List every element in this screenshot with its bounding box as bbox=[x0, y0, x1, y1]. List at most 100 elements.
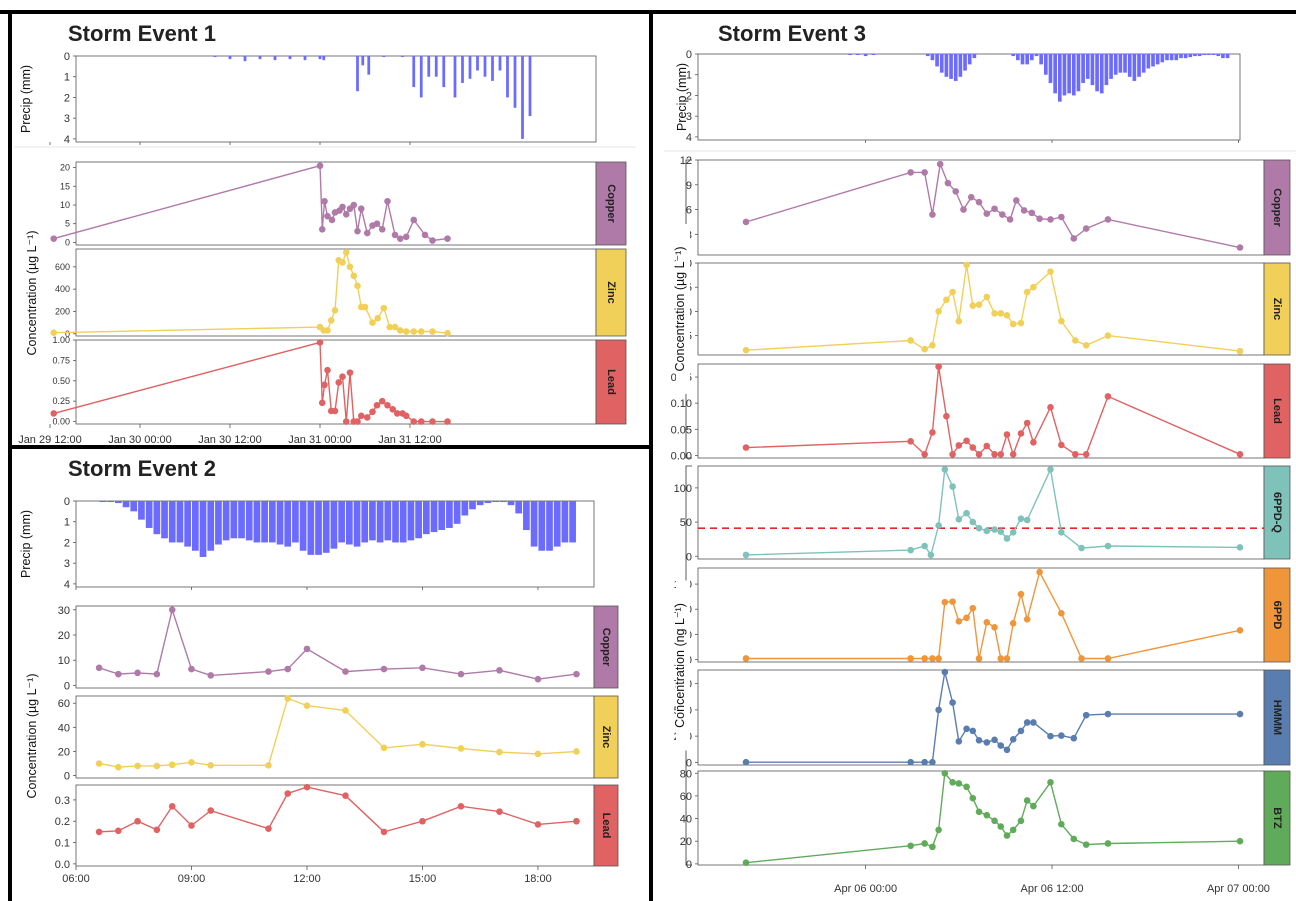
data-point bbox=[369, 408, 376, 416]
facet-strip bbox=[593, 605, 619, 689]
precip-bar bbox=[1043, 54, 1048, 75]
x-tick-label: 06:00 bbox=[62, 873, 90, 885]
data-point bbox=[1003, 535, 1011, 542]
data-point bbox=[991, 205, 998, 213]
data-point bbox=[963, 437, 970, 445]
y-tick-label: 0.10 bbox=[671, 398, 692, 410]
data-point bbox=[331, 307, 339, 314]
precip-bar bbox=[384, 501, 392, 541]
data-point bbox=[284, 695, 292, 702]
data-point bbox=[907, 337, 914, 344]
data-point bbox=[944, 179, 952, 187]
data-point bbox=[1009, 320, 1017, 328]
data-point bbox=[1030, 719, 1037, 726]
precip-bar bbox=[553, 501, 561, 547]
data-point bbox=[402, 328, 410, 335]
data-point bbox=[265, 668, 272, 675]
precip-bar bbox=[322, 501, 330, 553]
precip-bar bbox=[168, 501, 176, 543]
precip-bar bbox=[199, 501, 207, 557]
precip-bar bbox=[1225, 54, 1230, 59]
y-tick-label: 0.3 bbox=[55, 795, 70, 807]
data-point bbox=[316, 339, 324, 346]
data-point bbox=[335, 379, 343, 386]
precip-bar bbox=[506, 56, 509, 98]
data-point bbox=[1047, 404, 1054, 411]
data-point bbox=[324, 212, 331, 220]
data-point bbox=[1036, 568, 1043, 576]
data-point bbox=[955, 317, 963, 325]
precip-y-tick-label: 1 bbox=[686, 70, 692, 82]
precip-bar bbox=[268, 501, 276, 543]
y-tick-label: 40 bbox=[58, 722, 70, 734]
data-point bbox=[983, 618, 991, 626]
data-point bbox=[1030, 439, 1037, 446]
data-point bbox=[1047, 216, 1054, 223]
data-point bbox=[1023, 288, 1031, 296]
data-point bbox=[975, 198, 983, 206]
data-point bbox=[168, 803, 176, 810]
data-point bbox=[534, 821, 542, 828]
data-point bbox=[991, 736, 998, 744]
data-point bbox=[389, 406, 397, 413]
panel-zinc: 255075100Zinc bbox=[674, 258, 1291, 356]
precip-bar bbox=[427, 56, 431, 77]
data-point bbox=[168, 606, 176, 614]
precip-bar bbox=[1169, 54, 1174, 61]
precip-bar bbox=[184, 501, 191, 547]
concentration-axis-title: Concentration (µg L⁻¹) bbox=[673, 247, 687, 372]
data-point bbox=[1030, 802, 1037, 810]
precip-bar bbox=[1160, 54, 1165, 63]
data-point bbox=[265, 762, 272, 769]
precip-bar bbox=[419, 56, 423, 98]
x-tick-label: Apr 07 00:00 bbox=[1207, 883, 1270, 895]
data-point bbox=[1104, 655, 1112, 662]
panel-frame bbox=[697, 159, 1265, 256]
data-point bbox=[941, 598, 949, 606]
data-point bbox=[363, 229, 371, 237]
data-point bbox=[742, 655, 750, 662]
precip-bar bbox=[944, 54, 949, 77]
data-point bbox=[941, 668, 949, 676]
data-point bbox=[969, 444, 977, 451]
facet-label: HMMM bbox=[1271, 700, 1283, 735]
precip-bar bbox=[367, 56, 371, 75]
data-point bbox=[941, 466, 949, 473]
precip-bar bbox=[353, 501, 361, 547]
data-point bbox=[421, 231, 429, 239]
panel-frame bbox=[697, 669, 1265, 766]
data-point bbox=[907, 546, 914, 554]
precip-bar bbox=[1207, 54, 1211, 56]
precip-bar bbox=[1062, 54, 1067, 96]
data-point bbox=[354, 282, 361, 290]
data-point bbox=[115, 827, 122, 835]
facet-strip bbox=[595, 339, 627, 425]
precip-bar bbox=[356, 56, 359, 92]
data-point bbox=[402, 233, 410, 241]
data-point bbox=[396, 235, 404, 242]
data-point bbox=[929, 342, 936, 349]
data-point bbox=[742, 758, 750, 766]
data-point bbox=[327, 317, 335, 324]
precip-y-tick-label: 4 bbox=[64, 134, 70, 146]
data-point bbox=[357, 412, 365, 420]
data-point bbox=[342, 211, 350, 218]
precip-bar bbox=[412, 56, 416, 88]
data-point bbox=[955, 516, 963, 523]
data-point bbox=[997, 823, 1005, 830]
data-point bbox=[991, 624, 998, 631]
data-point bbox=[1003, 311, 1011, 319]
precip-y-tick-label: 0 bbox=[64, 496, 70, 508]
precip-bar bbox=[288, 56, 292, 60]
precip-y-tick-label: 3 bbox=[64, 113, 70, 125]
data-point bbox=[573, 817, 580, 825]
panel-frame bbox=[697, 567, 1265, 663]
series-line bbox=[745, 161, 1241, 249]
precip-bar bbox=[1011, 54, 1016, 57]
precip-bar bbox=[453, 56, 457, 98]
data-point bbox=[1023, 615, 1031, 623]
panel-frame bbox=[697, 465, 1265, 560]
data-point bbox=[927, 551, 935, 559]
data-point bbox=[949, 779, 956, 786]
